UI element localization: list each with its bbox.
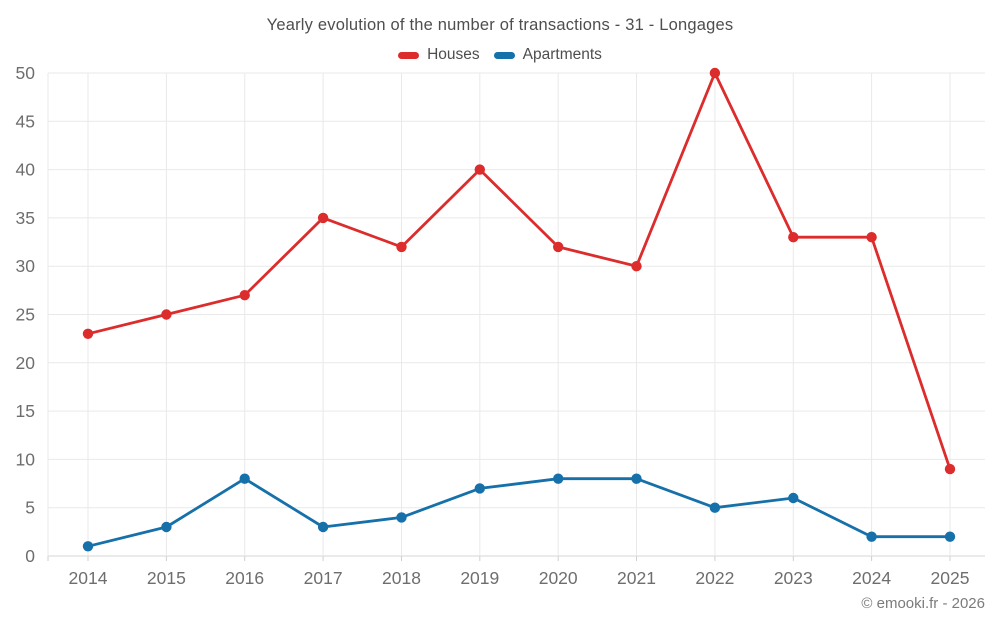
x-axis-tick-label: 2017 [304, 568, 343, 588]
x-axis-tick-label: 2022 [695, 568, 734, 588]
y-axis-tick-label: 35 [16, 208, 35, 228]
legend-item-houses[interactable]: Houses [398, 46, 480, 64]
data-point-apartments-2020[interactable] [553, 473, 564, 484]
x-axis-tick-label: 2025 [931, 568, 970, 588]
y-axis-tick-label: 10 [16, 449, 36, 469]
data-point-apartments-2024[interactable] [866, 531, 877, 542]
data-point-houses-2018[interactable] [396, 241, 407, 253]
legend: Houses Apartments [0, 46, 1000, 64]
legend-label-apartments: Apartments [522, 46, 602, 63]
copyright-notice: © emooki.fr - 2026 [861, 595, 985, 612]
y-axis-tick-label: 25 [16, 305, 35, 325]
series-line-apartments [86, 477, 952, 548]
data-point-apartments-2025[interactable] [944, 531, 956, 542]
x-axis-tick-label: 2023 [774, 568, 813, 588]
data-point-houses-2020[interactable] [553, 241, 564, 253]
data-point-apartments-2019[interactable] [474, 483, 485, 494]
legend-item-apartments[interactable]: Apartments [493, 46, 602, 64]
data-point-apartments-2014[interactable] [82, 541, 94, 552]
data-point-apartments-2023[interactable] [788, 492, 799, 504]
x-axis-tick-label: 2019 [460, 568, 499, 588]
data-point-houses-2015[interactable] [161, 309, 172, 320]
legend-label-houses: Houses [427, 46, 480, 63]
x-axis-tick-label: 2021 [617, 568, 656, 588]
data-point-apartments-2015[interactable] [161, 521, 172, 533]
data-point-apartments-2022[interactable] [709, 502, 721, 513]
y-axis-tick-label: 0 [25, 546, 35, 566]
y-axis-tick-label: 45 [16, 111, 35, 131]
x-axis-tick-label: 2020 [539, 568, 578, 588]
data-point-apartments-2021[interactable] [631, 473, 642, 484]
apartments-series-swatch-icon [493, 51, 515, 59]
data-point-houses-2016[interactable] [239, 290, 250, 301]
y-axis-tick-label: 40 [16, 160, 36, 180]
data-point-houses-2019[interactable] [474, 164, 485, 175]
data-point-apartments-2016[interactable] [239, 473, 250, 484]
y-axis-tick-label: 50 [16, 63, 36, 83]
series-line-houses [86, 71, 952, 471]
data-point-houses-2017[interactable] [317, 212, 329, 224]
x-axis-tick-label: 2015 [147, 568, 186, 588]
x-axis-tick-label: 2018 [382, 568, 421, 588]
x-axis-tick-label: 2024 [852, 568, 891, 588]
y-axis-tick-label: 20 [16, 353, 36, 373]
data-point-houses-2014[interactable] [82, 328, 94, 339]
chart-title: Yearly evolution of the number of transa… [266, 16, 734, 34]
houses-series-swatch-icon [398, 51, 420, 59]
y-axis-tick-label: 5 [25, 498, 35, 518]
data-point-apartments-2018[interactable] [396, 512, 407, 523]
data-point-houses-2025[interactable] [944, 463, 956, 475]
y-axis-tick-label: 15 [16, 401, 35, 421]
data-point-houses-2021[interactable] [631, 261, 642, 272]
data-point-houses-2023[interactable] [788, 232, 799, 243]
y-axis-tick-label: 30 [16, 256, 36, 276]
data-point-apartments-2017[interactable] [317, 521, 329, 533]
x-axis-tick-label: 2014 [69, 568, 108, 588]
data-point-houses-2022[interactable] [709, 67, 721, 79]
data-point-houses-2024[interactable] [866, 232, 877, 243]
x-axis-tick-label: 2016 [225, 568, 264, 588]
